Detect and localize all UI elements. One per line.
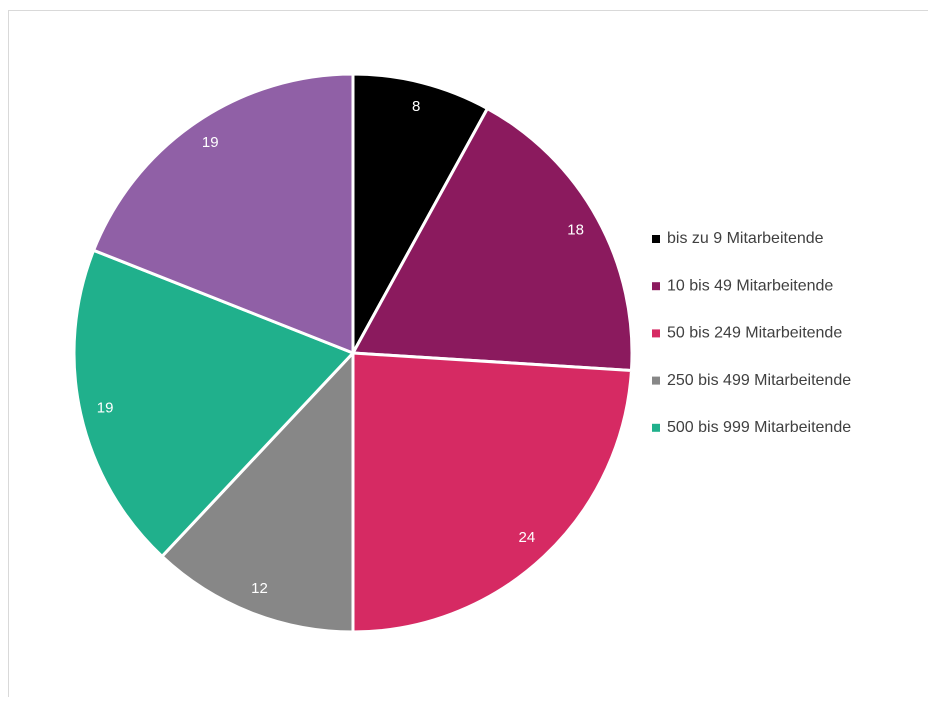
legend-label: 50 bis 249 Mitarbeitende <box>667 325 842 342</box>
data-label: 18 <box>567 222 584 239</box>
legend-label: 500 bis 999 Mitarbeitende <box>667 419 851 436</box>
legend-marker <box>652 424 660 432</box>
data-label: 24 <box>519 529 536 546</box>
data-label: 19 <box>97 399 114 416</box>
legend-marker <box>652 377 660 385</box>
legend-label: 10 bis 49 Mitarbeitende <box>667 277 833 294</box>
legend-marker <box>652 329 660 337</box>
legend-marker <box>652 282 660 290</box>
data-label: 12 <box>251 580 268 597</box>
data-label: 8 <box>412 98 420 115</box>
legend-label: 250 bis 499 Mitarbeitende <box>667 372 851 389</box>
legend-marker <box>652 235 660 243</box>
data-label: 19 <box>202 134 219 151</box>
legend-label: bis zu 9 Mitarbeitende <box>667 230 824 247</box>
